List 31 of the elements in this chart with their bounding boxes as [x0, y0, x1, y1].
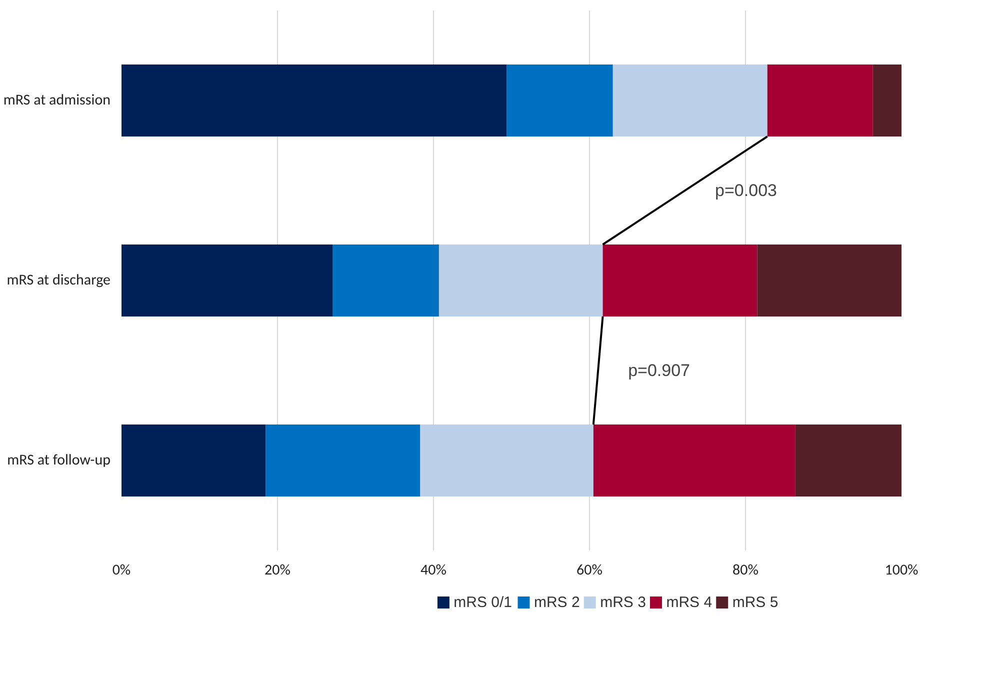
bar — [438, 244, 603, 316]
bar — [122, 424, 266, 496]
bar — [122, 244, 333, 316]
bar — [420, 424, 594, 496]
bar — [757, 244, 902, 316]
annotation: p=0.003 — [715, 181, 777, 200]
bar — [872, 64, 902, 136]
bar — [767, 64, 873, 136]
bar — [332, 244, 439, 316]
bar — [602, 244, 758, 316]
bar — [795, 424, 902, 496]
x-tick-label: 0% — [112, 562, 131, 580]
legend-label: mRS 5 — [732, 594, 778, 611]
annotation: p=0.907 — [628, 361, 690, 380]
x-tick-label: 20% — [264, 562, 291, 580]
x-tick-label: 40% — [420, 562, 447, 580]
x-tick-label: 80% — [732, 562, 759, 580]
bar — [266, 424, 420, 496]
bar — [593, 424, 796, 496]
legend-label: mRS 4 — [666, 594, 712, 611]
bar — [122, 64, 507, 136]
x-tick-label: 60% — [576, 562, 603, 580]
y-tick-label: mRS at discharge — [6, 272, 111, 290]
x-tick-label: 100% — [884, 562, 919, 580]
legend-label: mRS 0/1 — [454, 594, 512, 611]
y-tick-label: mRS at follow-up — [7, 452, 111, 470]
legend-label: mRS 2 — [534, 594, 580, 611]
bar — [612, 64, 768, 136]
bar — [506, 64, 613, 136]
legend-label: mRS 3 — [600, 594, 646, 611]
y-tick-label: mRS at admission — [3, 92, 111, 110]
